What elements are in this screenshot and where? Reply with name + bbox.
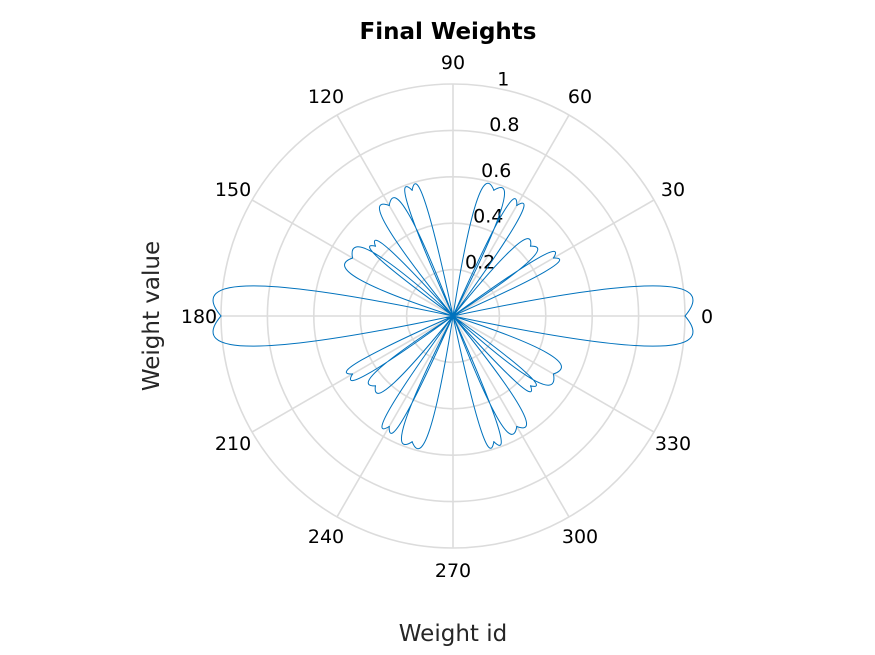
theta-tick-label: 180 xyxy=(181,306,217,328)
data-point xyxy=(516,425,518,428)
r-tick-label: 0.8 xyxy=(489,114,519,136)
data-point xyxy=(529,245,532,247)
theta-tick-label: 210 xyxy=(215,433,251,455)
data-point xyxy=(388,425,390,428)
chart-title: Final Weights xyxy=(360,19,537,45)
data-point xyxy=(529,385,532,387)
data-point xyxy=(552,373,555,375)
r-tick-label: 0.4 xyxy=(473,206,503,228)
data-series-group xyxy=(212,182,694,450)
theta-tick-label: 270 xyxy=(435,560,471,582)
data-point xyxy=(411,441,413,443)
grid-spoke-8 xyxy=(336,315,454,518)
grid-spoke-2 xyxy=(452,114,570,317)
theta-tick-label: 330 xyxy=(655,433,691,455)
theta-tick-label: 90 xyxy=(441,52,465,74)
theta-tick-label: 120 xyxy=(308,86,344,108)
data-point xyxy=(374,245,377,247)
theta-tick-label: 30 xyxy=(661,179,685,201)
data-point xyxy=(552,257,555,259)
data-point xyxy=(351,257,354,259)
grid-spoke-10 xyxy=(452,315,570,518)
y-axis-label: Weight value xyxy=(139,241,165,391)
theta-tick-label: 60 xyxy=(568,86,592,108)
theta-tick-label: 240 xyxy=(308,526,344,548)
r-tick-label: 1 xyxy=(497,69,509,91)
data-point xyxy=(684,315,686,317)
data-point xyxy=(374,385,377,387)
theta-tick-label: 0 xyxy=(701,306,713,328)
theta-tick-label: 300 xyxy=(562,526,598,548)
grid-spoke-4 xyxy=(336,114,454,317)
x-axis-label: Weight id xyxy=(399,621,507,647)
angular-tick-labels: 0 30 60 90 120 150 180 210 240 270 300 330 xyxy=(181,52,713,582)
data-point xyxy=(388,204,390,207)
data-point xyxy=(452,315,454,317)
data-point xyxy=(411,189,413,191)
data-point xyxy=(516,204,518,207)
radial-tick-labels: 0.20.40.60.81 xyxy=(465,69,519,274)
r-tick-label: 0.6 xyxy=(481,160,511,182)
data-point xyxy=(493,189,495,191)
theta-tick-label: 150 xyxy=(215,179,251,201)
data-point xyxy=(220,315,222,317)
data-point xyxy=(351,373,354,375)
data-point xyxy=(493,441,495,443)
